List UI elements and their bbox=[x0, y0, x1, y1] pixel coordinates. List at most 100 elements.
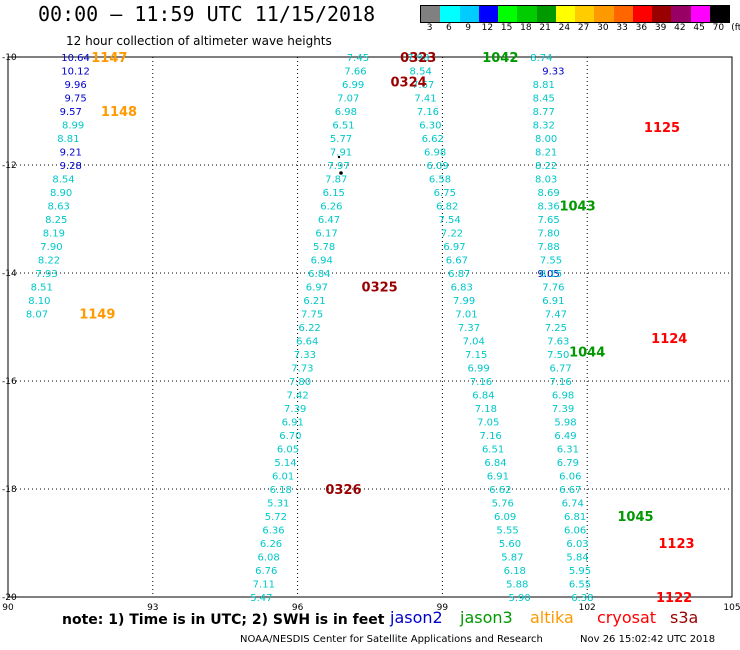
wave-height-value: 7.87 bbox=[325, 175, 347, 186]
latitude-tick-label: -14 bbox=[2, 269, 17, 279]
scale-swatch bbox=[517, 6, 537, 22]
wave-height-value: 8.45 bbox=[533, 94, 555, 105]
wave-height-value: 7.98 bbox=[407, 53, 429, 64]
wave-height-value: 7.63 bbox=[547, 337, 569, 348]
wave-height-value: 7.99 bbox=[453, 296, 475, 307]
wave-height-value: 6.30 bbox=[419, 121, 441, 132]
scale-swatch bbox=[555, 6, 575, 22]
wave-height-value: 8.07 bbox=[26, 310, 48, 321]
scale-label: 36 bbox=[635, 23, 648, 33]
wave-height-value: 6.81 bbox=[564, 512, 586, 523]
scale-unit-label: (ft) bbox=[731, 23, 740, 33]
wave-height-value: 6.31 bbox=[557, 445, 579, 456]
scale-swatch bbox=[498, 6, 518, 22]
longitude-tick-label: 102 bbox=[579, 603, 596, 613]
wave-height-value: 8.77 bbox=[533, 107, 555, 118]
wave-height-value: 6.03 bbox=[566, 539, 588, 550]
color-scale bbox=[420, 5, 730, 23]
scale-label: 6 bbox=[446, 23, 452, 33]
wave-height-value: 5.72 bbox=[265, 512, 287, 523]
wave-height-value: 6.91 bbox=[487, 472, 509, 483]
wave-height-value: 6.51 bbox=[482, 445, 504, 456]
pass-time-label: 0324 bbox=[391, 75, 427, 90]
scale-swatch bbox=[652, 6, 672, 22]
longitude-tick-label: 105 bbox=[723, 603, 740, 613]
wave-height-value: 6.06 bbox=[559, 472, 581, 483]
wave-height-value: 6.74 bbox=[562, 499, 584, 510]
wave-height-value: 6.94 bbox=[311, 256, 333, 267]
scale-label: 27 bbox=[577, 23, 590, 33]
wave-height-value: 7.54 bbox=[439, 215, 461, 226]
wave-height-value: 7.45 bbox=[347, 53, 369, 64]
scale-swatch bbox=[478, 6, 498, 22]
wave-height-value: 8.21 bbox=[535, 148, 557, 159]
scale-label: 21 bbox=[539, 23, 551, 33]
wave-height-value: 6.70 bbox=[279, 431, 301, 442]
wave-height-value: 5.98 bbox=[554, 418, 576, 429]
footnote: note: 1) Time is in UTC; 2) SWH is in fe… bbox=[62, 612, 385, 628]
wave-height-value: 8.74 bbox=[530, 53, 552, 64]
wave-height-value: 7.11 bbox=[253, 580, 275, 591]
scale-swatch bbox=[671, 6, 691, 22]
wave-height-value: 7.16 bbox=[480, 431, 502, 442]
longitude-tick-label: 90 bbox=[2, 603, 14, 613]
scale-swatch bbox=[421, 6, 441, 22]
wave-height-value: 7.07 bbox=[337, 94, 359, 105]
wave-height-value: 8.03 bbox=[535, 175, 557, 186]
latitude-tick-label: -12 bbox=[2, 161, 17, 171]
wave-height-value: 7.50 bbox=[547, 350, 569, 361]
pass-time-label: 0325 bbox=[362, 281, 398, 296]
wave-height-value: 7.80 bbox=[289, 377, 311, 388]
wave-height-value: 7.39 bbox=[284, 404, 306, 415]
satellite-legend-jason3: jason3 bbox=[460, 608, 513, 627]
scale-swatch bbox=[594, 6, 614, 22]
wave-height-value: 7.04 bbox=[463, 337, 485, 348]
scale-swatch bbox=[613, 6, 633, 22]
wave-height-value: 5.47 bbox=[250, 593, 272, 604]
pass-time-label: 1149 bbox=[79, 308, 115, 323]
wave-height-value: 8.22 bbox=[535, 161, 557, 172]
wave-height-value: 7.55 bbox=[540, 256, 562, 267]
scale-label: 15 bbox=[500, 23, 513, 33]
wave-height-value: 9.75 bbox=[64, 94, 86, 105]
wave-height-value: 8.15 bbox=[540, 269, 562, 280]
wave-height-value: 6.98 bbox=[424, 148, 446, 159]
wave-height-value: 7.16 bbox=[550, 377, 572, 388]
wave-height-value: 5.31 bbox=[267, 499, 289, 510]
latitude-tick-label: -16 bbox=[2, 377, 17, 387]
scale-swatch bbox=[575, 6, 595, 22]
wave-height-value: 7.37 bbox=[458, 323, 480, 334]
wave-height-value: 8.90 bbox=[50, 188, 72, 199]
wave-height-value: 6.36 bbox=[262, 526, 284, 537]
wave-height-value: 7.93 bbox=[35, 269, 57, 280]
wave-height-value: 6.09 bbox=[426, 161, 448, 172]
wave-height-value: 9.05 bbox=[537, 269, 559, 280]
scale-label: 33 bbox=[616, 23, 628, 33]
wave-height-value: 6.97 bbox=[443, 242, 465, 253]
wave-height-value: 6.98 bbox=[335, 107, 357, 118]
wave-height-value: 8.99 bbox=[62, 121, 84, 132]
scale-label: 18 bbox=[520, 23, 532, 33]
wave-height-value: 7.67 bbox=[412, 80, 434, 91]
wave-height-value: 8.25 bbox=[45, 215, 67, 226]
wave-height-value: 8.10 bbox=[28, 296, 50, 307]
credit-line: NOAA/NESDIS Center for Satellite Applica… bbox=[240, 634, 543, 645]
latitude-tick-label: -18 bbox=[2, 485, 17, 495]
page-subtitle: 12 hour collection of altimeter wave hei… bbox=[66, 34, 332, 48]
wave-height-value: 8.81 bbox=[57, 134, 79, 145]
scale-label: 30 bbox=[597, 23, 609, 33]
wave-height-value: 6.38 bbox=[571, 593, 593, 604]
wave-height-value: 7.80 bbox=[537, 229, 559, 240]
pass-time-label: 1045 bbox=[617, 510, 653, 525]
wave-height-value: 6.98 bbox=[552, 391, 574, 402]
wave-height-value: 5.55 bbox=[496, 526, 518, 537]
map-frame bbox=[7, 56, 733, 598]
island-marker bbox=[339, 171, 343, 175]
scale-label: 70 bbox=[712, 23, 725, 33]
wave-height-value: 7.76 bbox=[542, 283, 564, 294]
wave-height-value: 8.32 bbox=[533, 121, 555, 132]
wave-height-value: 10.64 bbox=[61, 53, 90, 64]
pass-time-label: 1125 bbox=[644, 121, 680, 136]
wave-height-value: 6.77 bbox=[550, 364, 572, 375]
